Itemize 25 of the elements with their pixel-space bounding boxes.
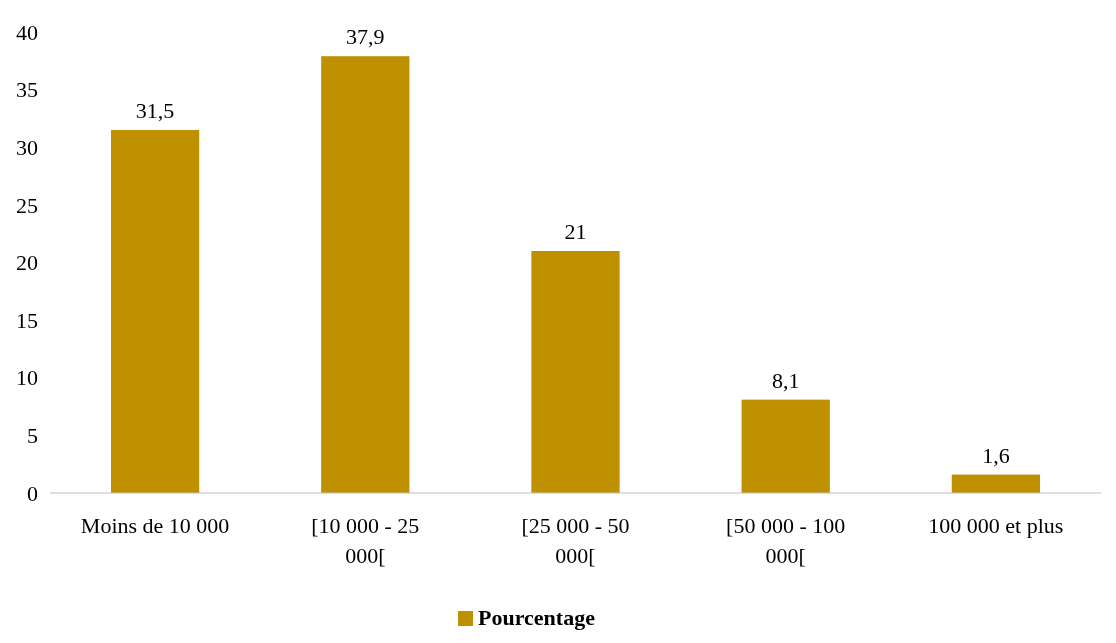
data-label: 21 — [564, 218, 587, 244]
y-tick-label: 40 — [16, 19, 38, 45]
bar — [951, 474, 1041, 493]
bar — [531, 250, 620, 493]
y-tick-label: 20 — [16, 250, 38, 276]
x-tick-label: [10 000 - 25 000[ — [311, 513, 420, 568]
x-tick-label: Moins de 10 000 — [80, 513, 230, 538]
y-tick-label: 5 — [27, 423, 38, 449]
data-label: 37,9 — [346, 24, 385, 50]
y-tick-label: 0 — [27, 480, 38, 506]
legend-label: Pourcentage — [478, 605, 596, 630]
y-tick-label: 35 — [16, 77, 38, 103]
bar — [321, 56, 410, 493]
y-tick-label: 10 — [16, 365, 38, 391]
data-label: 8,1 — [771, 367, 800, 393]
bar — [110, 129, 200, 493]
y-tick-label: 30 — [16, 134, 38, 160]
x-tick-label: 100 000 et plus — [928, 513, 1064, 538]
data-label: 1,6 — [982, 442, 1010, 468]
bar — [741, 399, 830, 493]
y-tick-label: 15 — [16, 307, 38, 333]
x-tick-label: [50 000 - 100 000[ — [726, 513, 846, 568]
data-label: 31,5 — [135, 97, 175, 123]
x-tick-label: [25 000 - 50 000[ — [521, 513, 630, 568]
y-tick-label: 25 — [16, 192, 38, 218]
